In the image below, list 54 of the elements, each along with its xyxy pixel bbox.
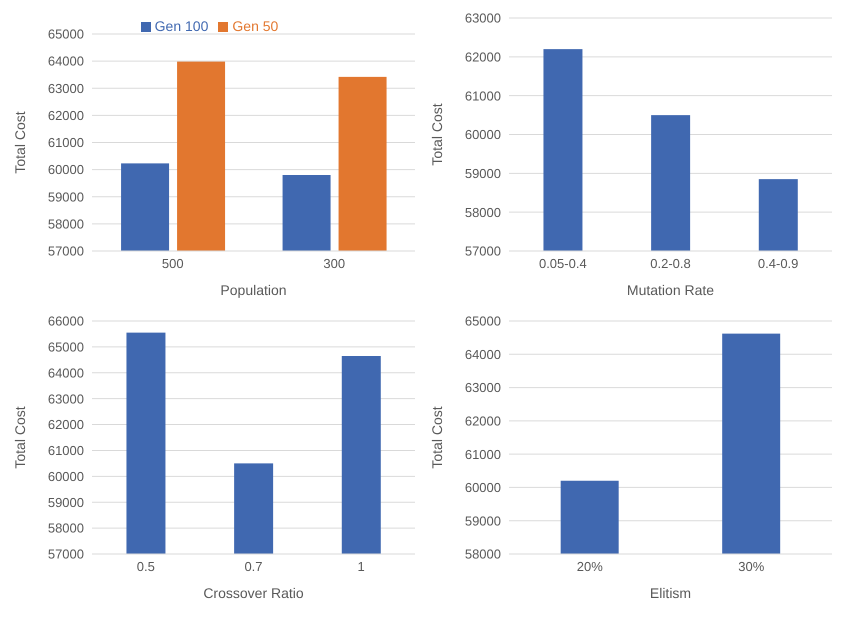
y-tick-label: 61000 bbox=[48, 443, 84, 458]
legend-label: Gen 50 bbox=[232, 18, 278, 34]
y-tick-label: 61000 bbox=[464, 446, 501, 462]
y-tick-label: 57000 bbox=[48, 546, 84, 562]
y-tick-label: 60000 bbox=[48, 162, 84, 178]
y-tick-label: 64000 bbox=[48, 365, 84, 380]
x-tick-label: 1 bbox=[358, 559, 365, 574]
y-tick-label: 57000 bbox=[48, 244, 84, 259]
y-tick-label: 62000 bbox=[48, 417, 84, 432]
y-tick-label: 62000 bbox=[464, 49, 501, 64]
y-tick-label: 63000 bbox=[48, 80, 84, 96]
y-tick-label: 66000 bbox=[48, 314, 84, 329]
y-tick-label: 58000 bbox=[48, 216, 84, 232]
y-tick-label: 65000 bbox=[464, 314, 501, 329]
y-axis-title: Total Cost bbox=[428, 103, 445, 166]
y-tick-label: 63000 bbox=[48, 391, 84, 406]
y-tick-label: 61000 bbox=[464, 88, 501, 104]
x-tick-label: 0.05-0.4 bbox=[538, 256, 587, 272]
y-tick-label: 63000 bbox=[464, 10, 501, 26]
x-tick-label: 0.2-0.8 bbox=[650, 256, 691, 272]
y-axis-title: Total Cost bbox=[12, 111, 28, 174]
y-tick-label: 60000 bbox=[464, 480, 501, 496]
y-tick-label: 60000 bbox=[48, 468, 84, 484]
y-tick-label: 59000 bbox=[48, 494, 84, 510]
x-axis-title: Population bbox=[220, 282, 287, 298]
x-tick-label: 0.7 bbox=[244, 559, 263, 574]
y-tick-label: 59000 bbox=[464, 513, 501, 528]
y-axis-title: Total Cost bbox=[12, 406, 28, 469]
y-tick-label: 62000 bbox=[48, 108, 84, 123]
x-tick-label: 0.5 bbox=[136, 559, 155, 574]
legend-label: Gen 100 bbox=[154, 18, 208, 34]
y-tick-label: 59000 bbox=[464, 166, 501, 181]
x-axis-title: Mutation Rate bbox=[626, 282, 714, 298]
y-tick-label: 62000 bbox=[464, 413, 501, 428]
x-axis-title: Elitism bbox=[650, 585, 692, 601]
y-tick-label: 58000 bbox=[464, 546, 501, 562]
y-tick-label: 57000 bbox=[464, 244, 501, 259]
x-tick-label: 30% bbox=[738, 559, 765, 574]
y-tick-label: 61000 bbox=[48, 135, 84, 150]
y-tick-label: 65000 bbox=[48, 26, 84, 42]
x-tick-label: 300 bbox=[323, 256, 346, 272]
y-tick-label: 59000 bbox=[48, 189, 84, 204]
y-axis-title: Total Cost bbox=[428, 406, 445, 469]
y-tick-label: 58000 bbox=[48, 520, 84, 536]
x-axis-title: Crossover Ratio bbox=[203, 585, 304, 601]
y-tick-label: 65000 bbox=[48, 340, 84, 355]
y-tick-label: 58000 bbox=[464, 204, 501, 220]
x-tick-label: 500 bbox=[162, 256, 184, 272]
y-tick-label: 60000 bbox=[464, 127, 501, 142]
y-tick-label: 64000 bbox=[464, 346, 501, 362]
x-tick-label: 20% bbox=[576, 559, 604, 574]
y-tick-label: 63000 bbox=[464, 380, 501, 396]
y-tick-label: 64000 bbox=[48, 54, 84, 69]
x-tick-label: 0.4-0.9 bbox=[758, 256, 798, 272]
